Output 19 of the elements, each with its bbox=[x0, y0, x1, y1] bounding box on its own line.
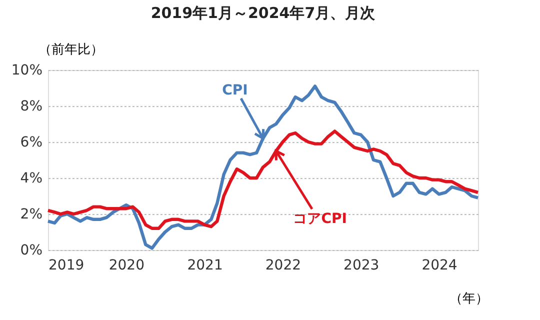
line-series bbox=[46, 130, 480, 230]
x-tick-label: 2019 bbox=[48, 258, 84, 274]
y-axis-title: （前年比） bbox=[38, 42, 104, 58]
y-tick-label: 6% bbox=[20, 134, 42, 150]
x-tick-label: 2023 bbox=[344, 258, 380, 274]
y-tick-label: 0% bbox=[20, 242, 42, 258]
x-tick-label: 2024 bbox=[422, 258, 458, 274]
x-axis-title: （年） bbox=[450, 292, 488, 306]
y-tick-label: 10% bbox=[11, 62, 42, 78]
x-tick-label: 2021 bbox=[187, 258, 223, 274]
annotation: CPI bbox=[222, 82, 248, 98]
line-series bbox=[46, 84, 480, 250]
y-tick-label: 4% bbox=[20, 170, 42, 186]
y-tick-label: 2% bbox=[20, 206, 42, 222]
x-tick-label: 2020 bbox=[108, 258, 144, 274]
chart-title: 2019年1月～2024年7月、月次 bbox=[150, 4, 376, 22]
x-tick-label: 2022 bbox=[265, 258, 302, 274]
y-tick-label: 8% bbox=[20, 98, 42, 114]
annotation: コアCPI bbox=[293, 211, 347, 227]
